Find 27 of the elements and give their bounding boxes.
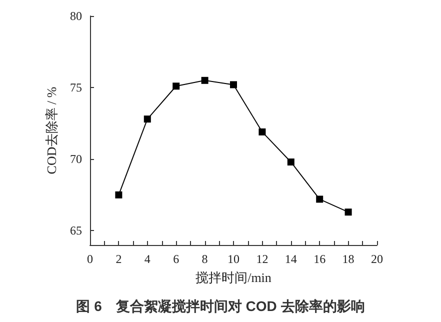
x-tick-label: 0	[87, 252, 93, 266]
x-axis-title: 搅拌时间/min	[196, 270, 272, 285]
x-tick-label: 12	[256, 252, 268, 266]
y-tick-label: 80	[70, 9, 82, 23]
x-tick-label: 16	[314, 252, 326, 266]
x-tick-label: 18	[342, 252, 354, 266]
point	[316, 196, 324, 203]
x-tick-label: 10	[228, 252, 240, 266]
point	[201, 76, 208, 84]
x-tick-label: 6	[173, 252, 180, 266]
y-axis-title: COD去除率 / %	[44, 86, 59, 174]
x-tick-label: 20	[371, 252, 383, 266]
x-tick-label: 2	[116, 252, 122, 266]
x-tick-label: 4	[144, 252, 150, 266]
point	[172, 82, 180, 90]
y-tick-label: 70	[70, 152, 82, 166]
y-tick-label: 75	[70, 80, 82, 95]
point	[230, 81, 237, 88]
y-tick-label: 65	[70, 224, 82, 238]
x-tick-label: 8	[202, 252, 208, 266]
point	[144, 116, 151, 123]
point	[115, 191, 122, 198]
point	[258, 128, 266, 136]
point	[344, 208, 352, 216]
x-tick-label: 14	[284, 252, 297, 266]
point	[287, 158, 294, 166]
text: 图 6 复合絮凝搅拌时间对 COD 去除率的影响	[76, 298, 365, 314]
